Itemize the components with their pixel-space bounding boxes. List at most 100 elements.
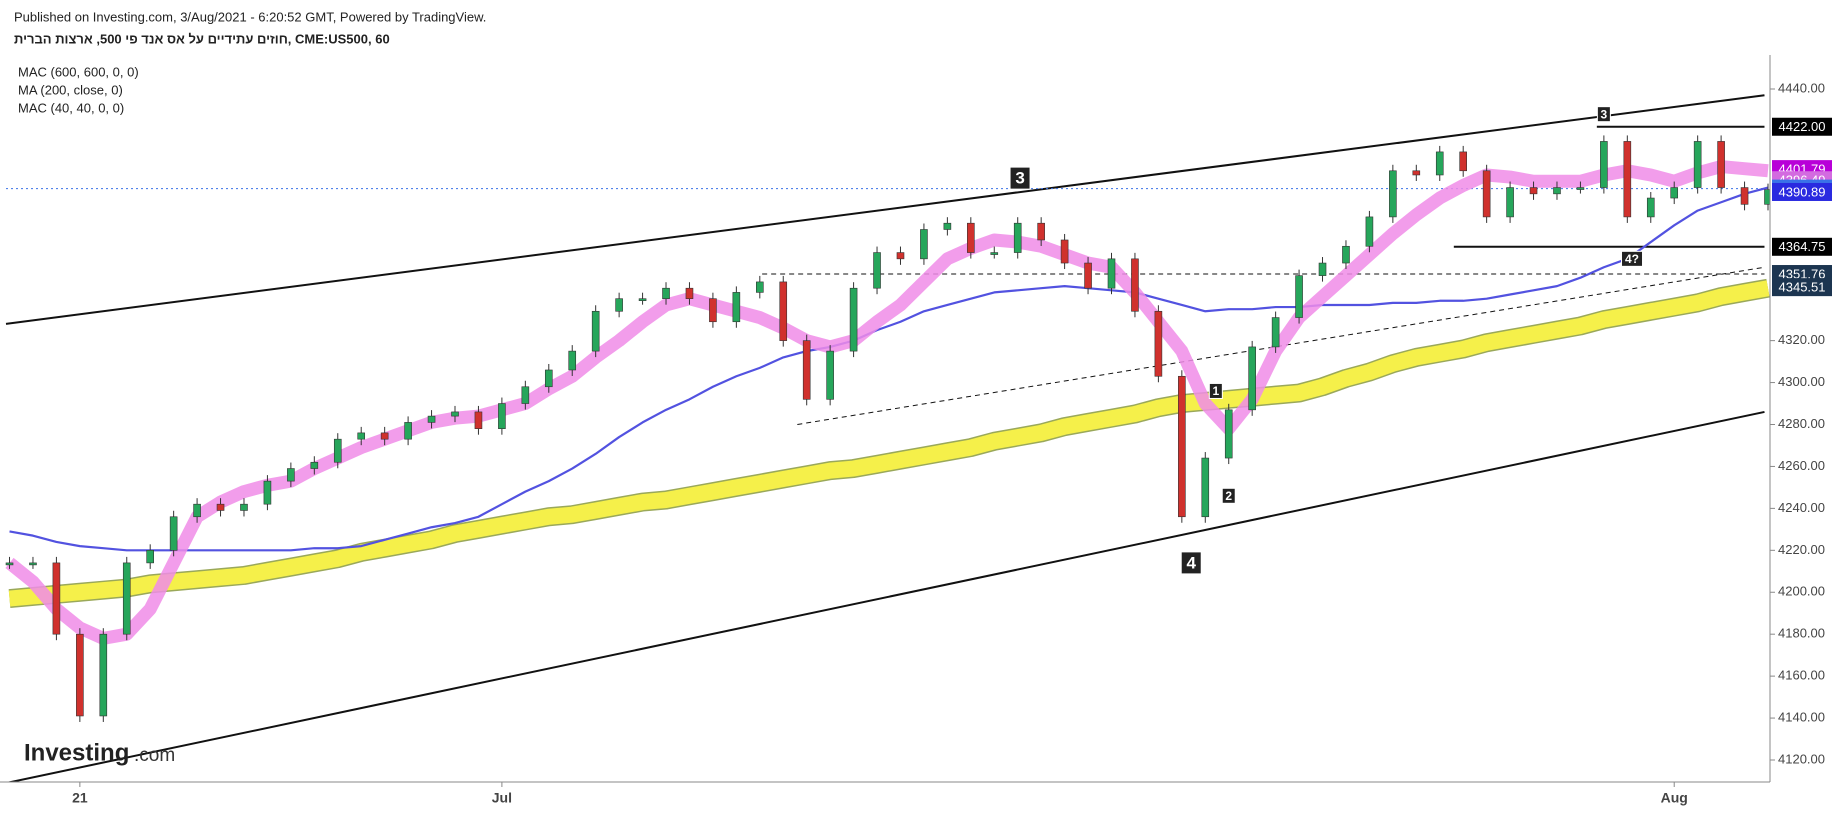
price-tag-label: 4345.51 [1779, 280, 1826, 295]
candle [1670, 187, 1679, 199]
candle [920, 229, 928, 260]
candle [967, 222, 975, 253]
candle [826, 350, 834, 400]
candle [1435, 151, 1444, 176]
candle [29, 562, 37, 566]
candle [310, 461, 319, 469]
wave-label-box [1180, 551, 1202, 575]
header: Published on Investing.com, 3/Aug/2021 -… [14, 9, 486, 24]
candle [1271, 317, 1280, 348]
candle [1154, 310, 1163, 377]
y-tick-label: 4160.00 [1778, 668, 1825, 683]
candle [1295, 275, 1303, 318]
candle [1764, 189, 1770, 205]
candle [943, 222, 952, 230]
candle [568, 350, 577, 371]
wave-label: 4 [1186, 553, 1196, 572]
candle [1107, 258, 1116, 289]
candle [1553, 187, 1561, 195]
candle [357, 432, 366, 440]
candle [263, 480, 272, 505]
y-tick-label: 4220.00 [1778, 542, 1825, 557]
candle [193, 503, 201, 518]
wave-label-box [1621, 250, 1644, 267]
x-tick-label: Jul [492, 790, 512, 806]
price-tag-label: 4390.89 [1779, 184, 1826, 199]
indicator-line [9, 186, 1769, 552]
wave-label-box [1208, 382, 1223, 399]
candle [1529, 187, 1538, 195]
candle [779, 281, 788, 341]
candle [1365, 216, 1374, 247]
candle [169, 516, 178, 551]
candle [216, 503, 225, 511]
candle [615, 298, 623, 312]
price-tag [1772, 117, 1832, 136]
candle [451, 411, 459, 417]
candle [427, 415, 436, 423]
y-tick-label: 4440.00 [1778, 80, 1825, 95]
candle [5, 562, 14, 566]
candle [333, 438, 342, 463]
candle [1717, 141, 1725, 188]
candle [146, 550, 154, 564]
trend-line [6, 410, 1765, 782]
x-tick-label: 21 [72, 790, 88, 806]
wave-label: 2 [1225, 489, 1232, 503]
legend-entry: MAC (40, 40, 0, 0) [18, 100, 124, 115]
candle [1646, 197, 1655, 218]
wave-label-box [1596, 106, 1611, 123]
y-tick-label: 4120.00 [1778, 751, 1825, 766]
indicator-line [8, 280, 1770, 607]
candle [240, 503, 248, 511]
candle [1342, 245, 1350, 264]
trend-line [5, 94, 1765, 325]
y-tick-label: 4280.00 [1778, 416, 1825, 431]
legend-entry: MA (200, close, 0) [18, 82, 123, 97]
candle [1178, 375, 1186, 518]
candle [1600, 141, 1608, 188]
candle [1060, 239, 1069, 264]
price-tag-label: 4422.00 [1779, 119, 1826, 134]
candle [873, 252, 881, 289]
candle [287, 468, 295, 482]
candle [122, 562, 131, 635]
logo: Investing [24, 739, 129, 766]
candle [1506, 187, 1514, 218]
y-tick-label: 4180.00 [1778, 626, 1825, 641]
indicator-line [5, 160, 1769, 645]
candle [709, 298, 717, 323]
candle [76, 633, 84, 717]
candle [849, 287, 858, 352]
wave-label-box [1009, 166, 1031, 190]
chart-title: חוזים עתידיים על אס אנד פי 500, ארצות הב… [14, 31, 390, 46]
candle [990, 252, 999, 255]
candle [521, 386, 530, 404]
candle [1459, 151, 1467, 172]
candle [544, 369, 553, 388]
x-tick-label: Aug [1661, 790, 1688, 806]
logo-suffix: .com [134, 745, 175, 766]
wave-label: 3 [1015, 169, 1024, 188]
candle [1623, 141, 1632, 218]
candle [802, 340, 811, 400]
candle [1318, 262, 1327, 276]
price-tag [1772, 182, 1832, 201]
candle [1131, 258, 1139, 312]
candle [1013, 222, 1022, 253]
wave-label-box [1221, 487, 1236, 504]
candle [1248, 346, 1256, 411]
candle [404, 422, 412, 440]
candle [662, 287, 670, 299]
candle [732, 292, 741, 323]
candle [1740, 187, 1749, 205]
candle [1084, 262, 1092, 289]
y-tick-label: 4260.00 [1778, 458, 1825, 473]
candle [1576, 187, 1585, 190]
candle [1201, 457, 1210, 518]
price-tag [1772, 278, 1832, 297]
candle [1693, 141, 1702, 188]
candle [52, 562, 61, 635]
candle [756, 281, 764, 293]
